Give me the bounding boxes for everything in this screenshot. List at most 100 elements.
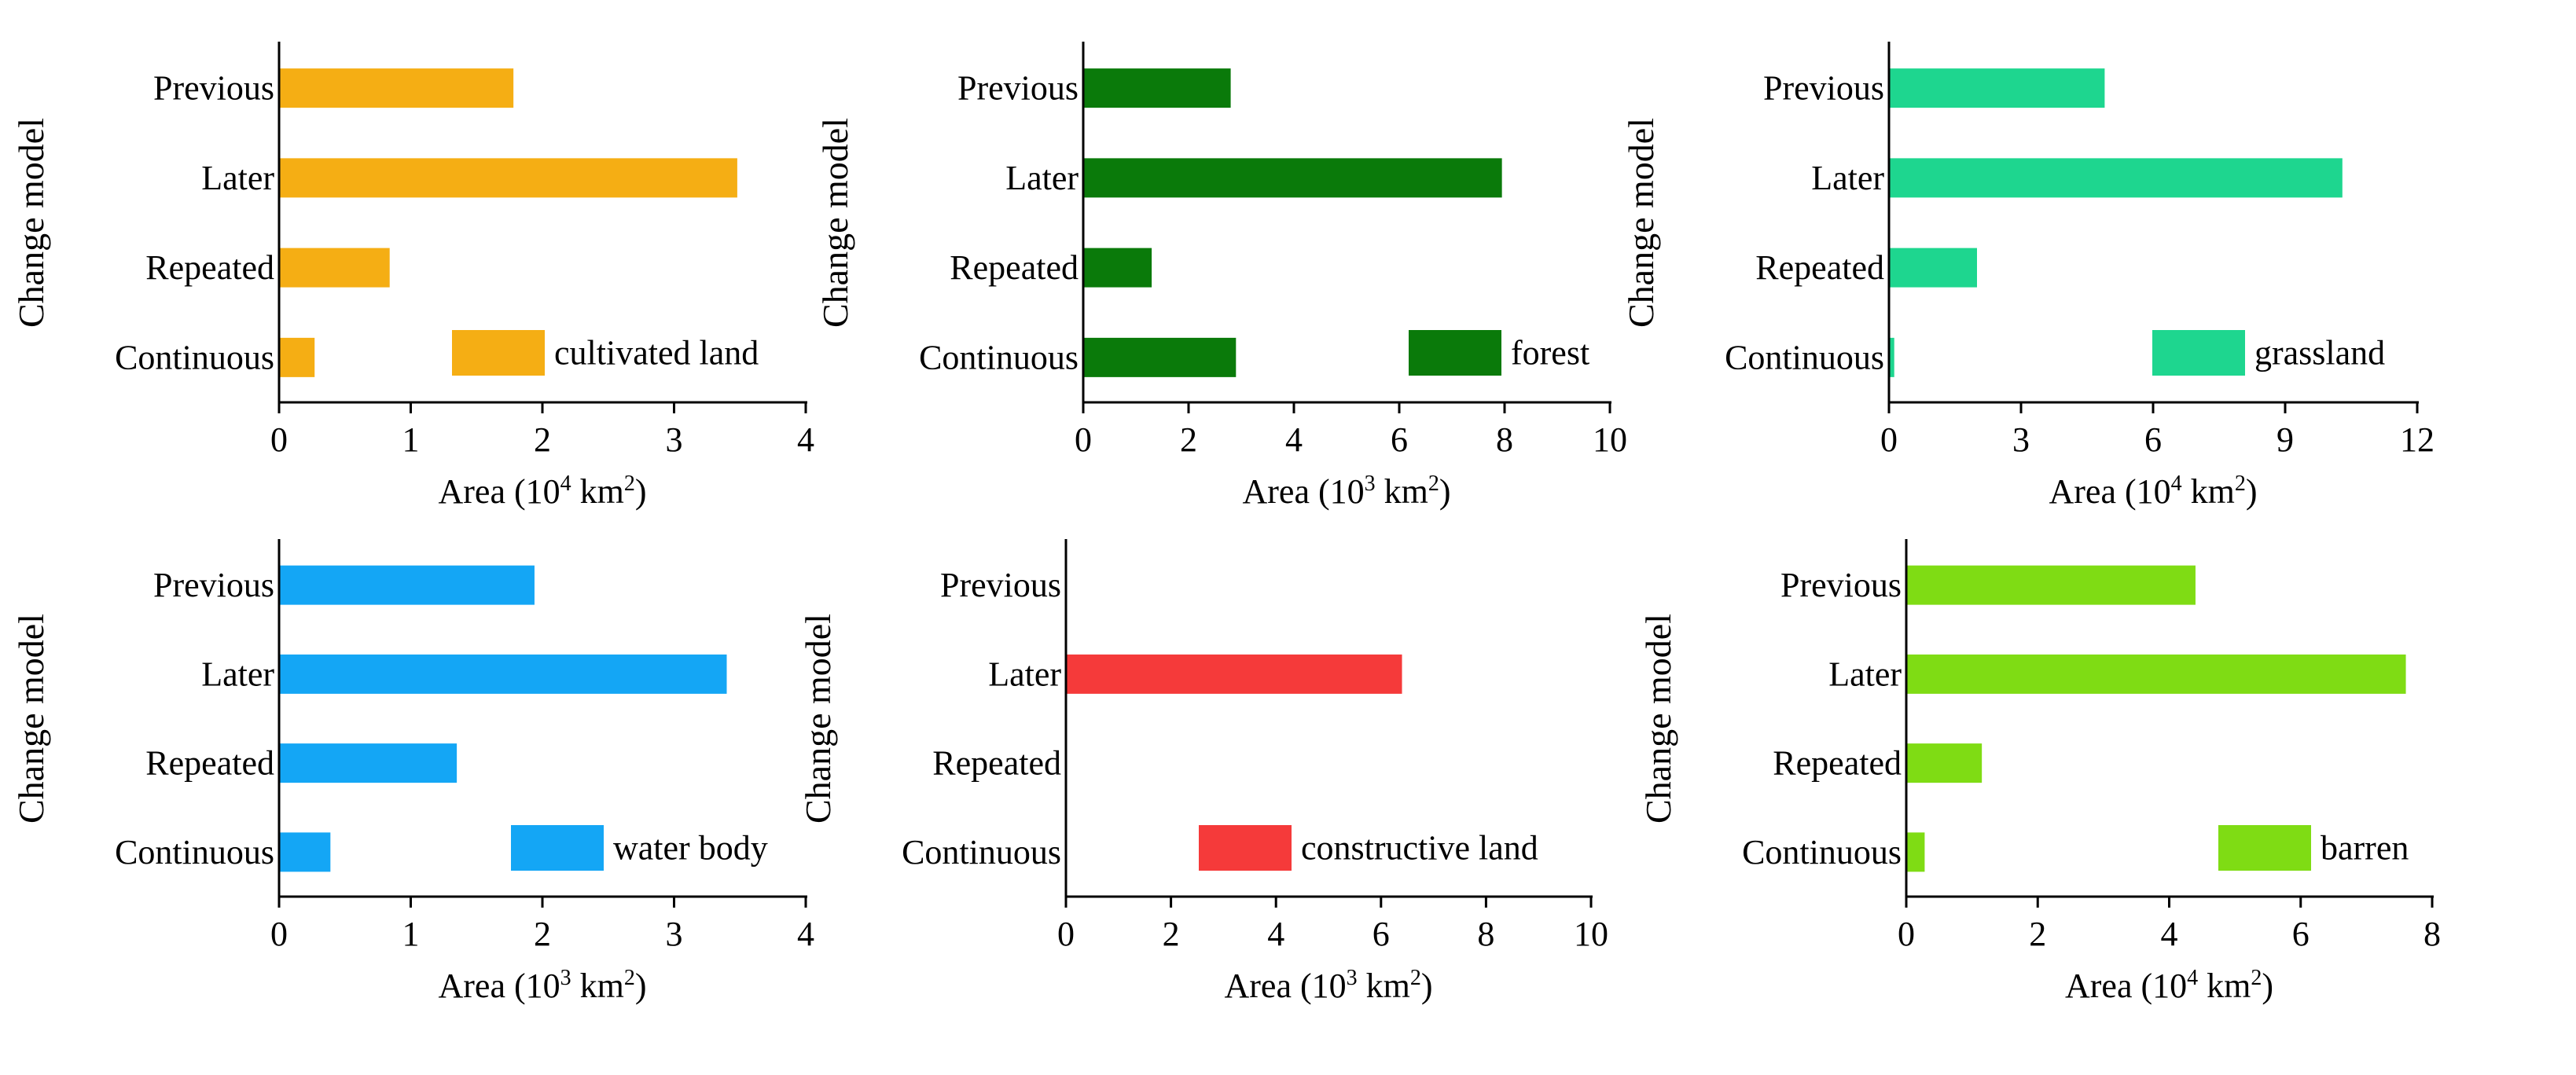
x-tick-label: 8	[1477, 915, 1494, 953]
bar-repeated	[1889, 248, 1977, 288]
x-tick-label: 3	[666, 420, 683, 459]
x-axis-title: Area (103 km2)	[438, 966, 646, 1005]
legend-swatch	[452, 330, 545, 376]
bar-previous	[1906, 565, 2196, 605]
chart-panel-6: Previous Later Repeated Continuous 0 2 4 6 8 Area…	[1638, 539, 2441, 1005]
legend-label: water body	[613, 829, 768, 868]
x-tick-label: 0	[270, 420, 288, 459]
category-label-previous: Previous	[153, 566, 274, 604]
bar-continuous	[279, 337, 315, 377]
x-tick-label: 0	[1057, 915, 1075, 953]
category-label-later: Later	[1811, 159, 1884, 197]
x-tick-label: 6	[1391, 420, 1408, 459]
bar-later	[1083, 158, 1502, 198]
bar-later	[1906, 654, 2406, 694]
legend-label: forest	[1511, 334, 1589, 372]
category-label-previous: Previous	[957, 69, 1079, 108]
bar-repeated	[1083, 248, 1152, 288]
x-tick-label: 1	[402, 420, 420, 459]
x-tick-label: 4	[797, 420, 814, 459]
bar-previous	[279, 68, 514, 108]
bar-continuous	[1083, 337, 1237, 377]
x-tick-label: 10	[1593, 420, 1627, 459]
legend-label: cultivated land	[554, 334, 759, 372]
y-axis-title: Change model	[11, 118, 51, 328]
category-label-later: Later	[1005, 159, 1079, 197]
chart-panel-1: Previous Later Repeated Continuous 0 1 2 3 4 Area…	[11, 42, 814, 511]
x-tick-label: 2	[1163, 915, 1180, 953]
bar-later	[1889, 158, 2343, 198]
x-tick-label: 4	[1285, 420, 1303, 459]
category-label-repeated: Repeated	[1755, 248, 1884, 287]
legend-label: grassland	[2254, 334, 2385, 372]
x-tick-label: 4	[797, 915, 814, 953]
x-tick-label: 0	[1880, 420, 1898, 459]
x-tick-label: 0	[270, 915, 288, 953]
category-label-continuous: Continuous	[902, 833, 1061, 871]
category-label-previous: Previous	[1763, 69, 1884, 108]
bar-previous	[279, 565, 535, 605]
x-tick-label: 4	[2161, 915, 2178, 953]
x-axis-title: Area (103 km2)	[1242, 471, 1450, 511]
bar-repeated	[279, 248, 390, 288]
chart-panel-2: Previous Later Repeated Continuous 0 2 4 6 8 10 Ar…	[815, 42, 1627, 511]
legend-label: constructive land	[1301, 829, 1538, 868]
x-tick-label: 8	[1496, 420, 1513, 459]
category-label-continuous: Continuous	[1725, 338, 1884, 376]
category-label-repeated: Repeated	[932, 744, 1061, 783]
x-tick-label: 1	[402, 915, 420, 953]
x-tick-label: 8	[2423, 915, 2441, 953]
bar-later	[1066, 654, 1402, 694]
category-label-later: Later	[201, 655, 274, 693]
bar-repeated	[279, 743, 458, 783]
x-axis-title: Area (104 km2)	[2065, 966, 2273, 1005]
category-label-repeated: Repeated	[145, 744, 274, 783]
bar-continuous	[1906, 832, 1925, 872]
bar-repeated	[1906, 743, 1983, 783]
y-axis-title: Change model	[1638, 614, 1678, 824]
legend-swatch	[1199, 825, 1292, 871]
category-label-previous: Previous	[1780, 566, 1902, 604]
category-label-later: Later	[988, 655, 1061, 693]
category-label-previous: Previous	[153, 69, 274, 108]
x-tick-label: 12	[2400, 420, 2435, 459]
legend-swatch	[2218, 825, 2311, 871]
category-label-repeated: Repeated	[950, 248, 1079, 287]
legend-label: barren	[2321, 829, 2409, 868]
chart-panel-3: Previous Later Repeated Continuous 0 3 6 9 12 Are…	[1621, 42, 2435, 511]
category-label-continuous: Continuous	[115, 833, 274, 871]
category-label-continuous: Continuous	[115, 338, 274, 376]
chart-panel-5: Previous Later Repeated Continuous 0 2 4 6 8 10 Ar…	[798, 539, 1608, 1005]
x-tick-label: 2	[1180, 420, 1197, 459]
category-label-repeated: Repeated	[145, 248, 274, 287]
y-axis-title: Change model	[798, 614, 838, 824]
x-tick-label: 0	[1075, 420, 1092, 459]
y-axis-title: Change model	[815, 118, 855, 328]
bar-previous	[1083, 68, 1231, 108]
x-tick-label: 0	[1898, 915, 1915, 953]
chart-panel-4: Previous Later Repeated Continuous 0 1 2 3 4 Area…	[11, 539, 814, 1005]
category-label-later: Later	[1828, 655, 1902, 693]
category-label-previous: Previous	[940, 566, 1061, 604]
y-axis-title: Change model	[1621, 118, 1661, 328]
x-tick-label: 3	[2012, 420, 2030, 459]
x-tick-label: 6	[1373, 915, 1390, 953]
x-tick-label: 6	[2292, 915, 2310, 953]
y-axis-title: Change model	[11, 614, 51, 824]
x-tick-label: 10	[1574, 915, 1608, 953]
x-tick-label: 2	[534, 420, 551, 459]
x-axis-title: Area (104 km2)	[438, 471, 646, 511]
bar-later	[279, 654, 727, 694]
x-tick-label: 2	[2029, 915, 2046, 953]
x-tick-label: 9	[2277, 420, 2294, 459]
x-tick-label: 6	[2144, 420, 2162, 459]
bar-previous	[1889, 68, 2105, 108]
category-label-continuous: Continuous	[1742, 833, 1902, 871]
legend-swatch	[511, 825, 604, 871]
x-tick-label: 2	[534, 915, 551, 953]
legend-swatch	[2152, 330, 2245, 376]
bar-later	[279, 158, 737, 198]
x-tick-label: 3	[666, 915, 683, 953]
bar-continuous	[279, 832, 331, 872]
category-label-continuous: Continuous	[919, 338, 1079, 376]
